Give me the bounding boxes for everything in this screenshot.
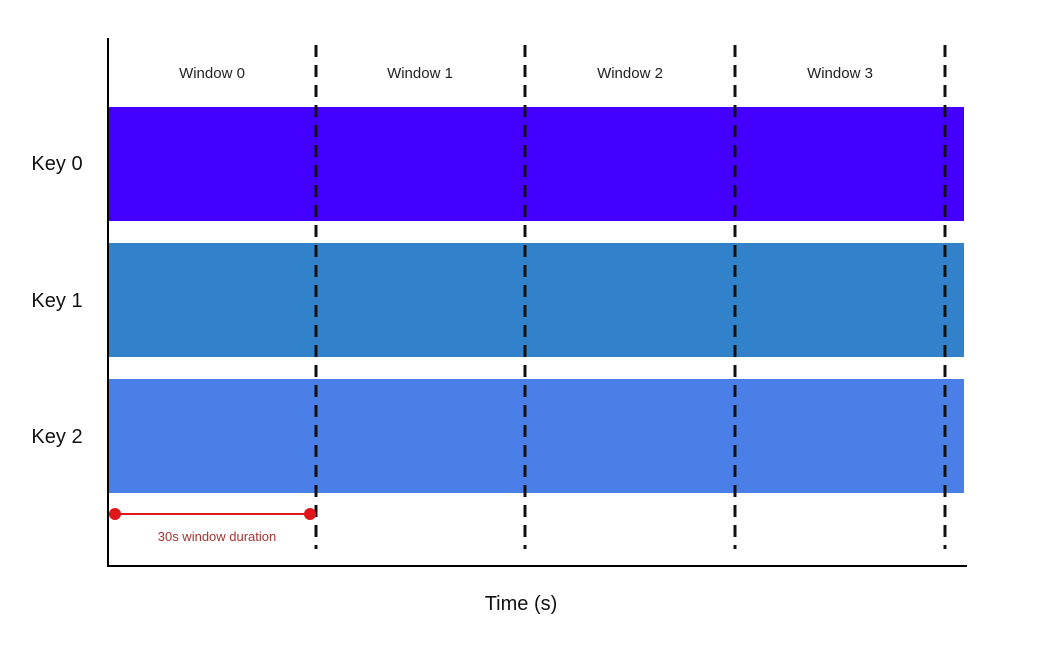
key-label-2: Key 2: [31, 426, 82, 448]
window-label-0: Window 0: [179, 65, 245, 82]
window-label-2: Window 2: [597, 65, 663, 82]
key-label-1: Key 1: [31, 290, 82, 312]
window-label-1: Window 1: [387, 65, 453, 82]
window-label-3: Window 3: [807, 65, 873, 82]
duration-marker: 30s window duration: [109, 508, 316, 544]
duration-start-dot: [109, 508, 121, 520]
key-label-0: Key 0: [31, 153, 82, 175]
duration-end-dot: [304, 508, 316, 520]
key-bar-1: [108, 243, 964, 357]
key-bar-0: [108, 107, 964, 221]
key-bar-2: [108, 379, 964, 493]
x-axis-label: Time (s): [485, 593, 558, 615]
duration-label: 30s window duration: [158, 529, 277, 544]
